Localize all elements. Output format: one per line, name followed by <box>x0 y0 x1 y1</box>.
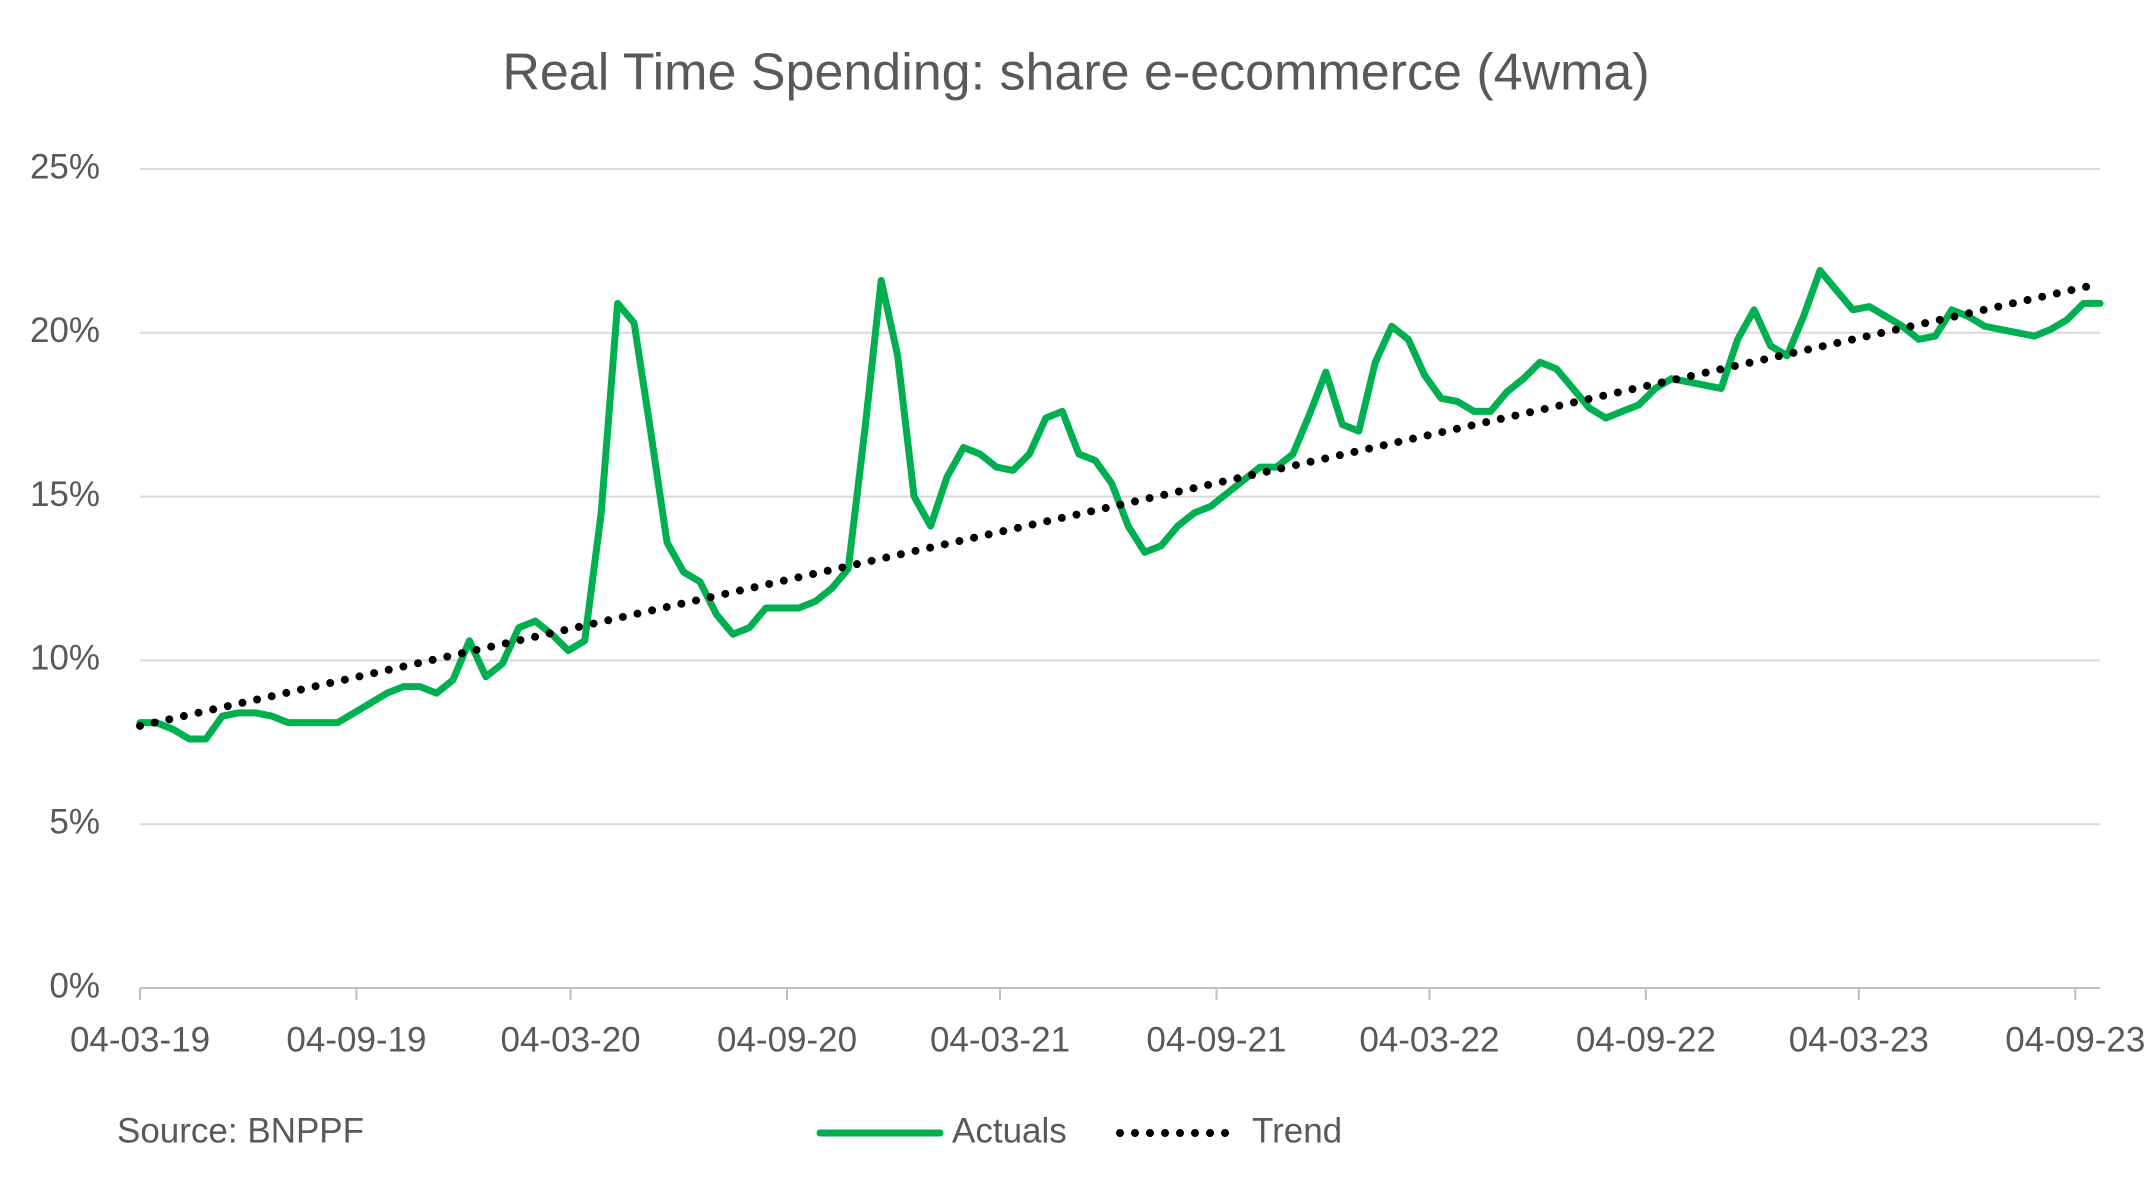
legend-label: Actuals <box>952 1111 1067 1150</box>
y-tick-label: 15% <box>30 475 100 514</box>
series-line <box>136 279 2104 730</box>
legend-label: Trend <box>1252 1111 1342 1150</box>
y-tick-label: 5% <box>49 802 100 841</box>
x-tick-label: 04-09-23 <box>2005 1020 2145 1059</box>
chart-title: Real Time Spending: share e-ecommerce (4… <box>502 44 1649 102</box>
x-tick-label: 04-09-21 <box>1146 1020 1286 1059</box>
x-tick-label: 04-03-23 <box>1789 1020 1929 1059</box>
x-tick-label: 04-03-22 <box>1359 1020 1499 1059</box>
x-tick-label: 04-03-19 <box>70 1020 210 1059</box>
x-tick-label: 04-09-19 <box>286 1020 426 1059</box>
y-tick-label: 20% <box>30 311 100 350</box>
source-note: Source: BNPPF <box>117 1111 364 1150</box>
y-tick-label: 0% <box>49 966 100 1005</box>
y-tick-label: 10% <box>30 639 100 678</box>
x-tick-label: 04-09-22 <box>1576 1020 1716 1059</box>
x-tick-label: 04-03-21 <box>930 1020 1070 1059</box>
x-tick-label: 04-09-20 <box>717 1020 857 1059</box>
x-tick-label: 04-03-20 <box>501 1020 641 1059</box>
y-tick-label: 25% <box>30 147 100 186</box>
